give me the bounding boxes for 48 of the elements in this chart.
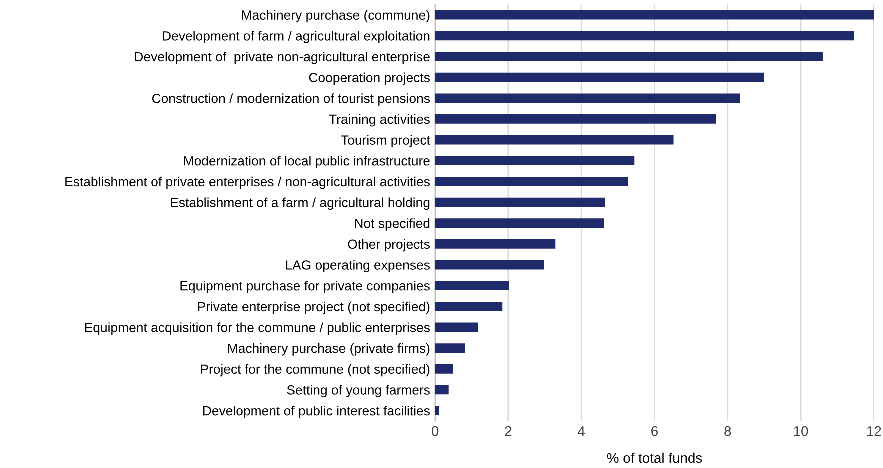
bar xyxy=(435,385,449,395)
bar xyxy=(435,177,628,186)
bar xyxy=(435,156,635,166)
y-tick-label: Construction / modernization of tourist pensions xyxy=(152,94,430,106)
y-tick-label: Project for the commune (not specified) xyxy=(201,364,430,377)
bar xyxy=(435,260,544,270)
x-tick-label: 0 xyxy=(432,426,439,436)
y-tick-label: Machinery purchase (commune) xyxy=(242,10,430,23)
y-tick-label: Equipment acquisition for the commune / public enterprises xyxy=(85,322,430,335)
x-axis-title: % of total funds xyxy=(607,452,702,464)
y-tick-label: Establishment of a farm / agricultural holding xyxy=(171,198,430,210)
bar xyxy=(435,302,503,312)
bar xyxy=(435,406,440,416)
x-tick-label: 12 xyxy=(868,426,882,436)
bar xyxy=(435,31,854,41)
bar xyxy=(435,10,874,20)
y-tick-label: Development of private non-agricultural enterprise xyxy=(135,52,430,64)
bar xyxy=(435,218,604,228)
y-tick-label: Development of farm / agricultural exploitation xyxy=(163,31,430,44)
bar xyxy=(435,364,454,374)
y-tick-label: Setting of young farmers xyxy=(287,385,430,398)
y-tick-label: Private enterprise project (not specified) xyxy=(198,302,430,314)
x-tick-label: 4 xyxy=(578,426,586,436)
bar xyxy=(435,281,510,291)
x-tick-label: 10 xyxy=(794,426,808,436)
bar xyxy=(435,344,466,353)
bar xyxy=(435,72,764,82)
y-tick-label: Tourism project xyxy=(341,135,430,148)
y-tick-label: Cooperation projects xyxy=(309,72,430,86)
y-tick-label: Not specified xyxy=(355,218,430,231)
x-tick-label: 6 xyxy=(652,426,658,436)
y-tick-label: Training activities xyxy=(329,114,430,127)
bar xyxy=(435,94,740,104)
y-tick-label: Equipment purchase for private companies xyxy=(180,281,430,294)
bar xyxy=(435,52,823,62)
bar xyxy=(435,114,716,124)
x-tick-label: 8 xyxy=(724,426,732,436)
y-tick-label: Other projects xyxy=(348,239,430,252)
y-tick-label: Development of public interest facilities xyxy=(203,406,430,418)
bar xyxy=(435,198,606,208)
bar xyxy=(435,322,478,332)
y-tick-label: Modernization of local public infrastructure xyxy=(184,156,430,168)
bar xyxy=(435,135,674,145)
x-tick-label: 2 xyxy=(505,426,512,436)
y-tick-label: LAG operating expenses xyxy=(286,260,430,273)
y-tick-label: Machinery purchase (private firms) xyxy=(228,344,430,356)
bar xyxy=(435,239,556,249)
y-tick-label: Establishment of private enterprises / non-agricultural activities xyxy=(66,176,430,190)
